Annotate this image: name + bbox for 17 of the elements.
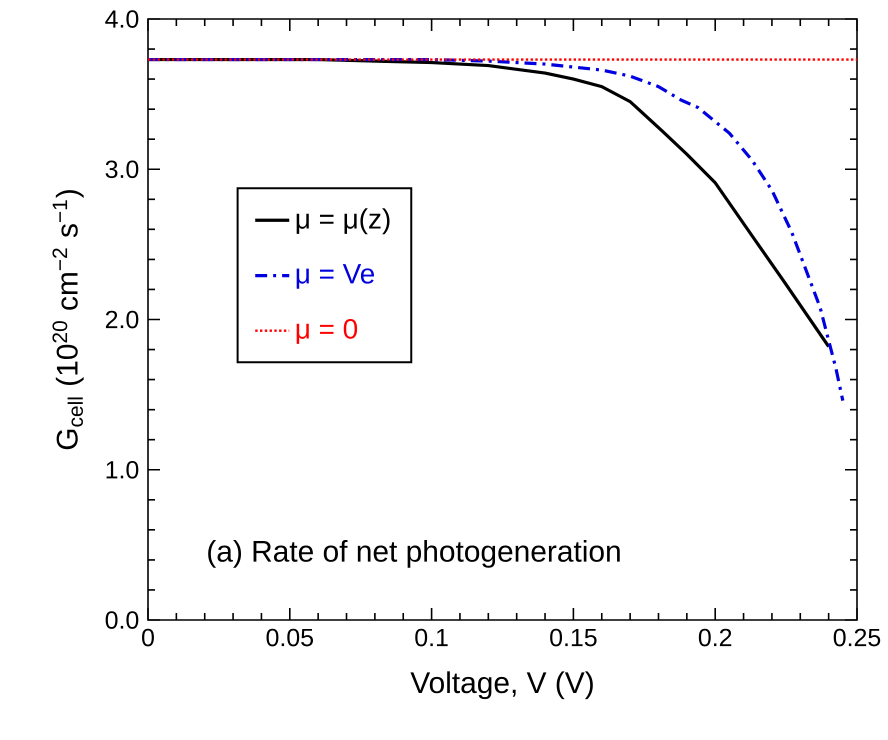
- x-tick-label: 0.25: [834, 628, 880, 646]
- x-tick-label: 0.2: [698, 628, 732, 646]
- x-tick-label: 0.1: [415, 628, 448, 646]
- y-tick-label: 2.0: [106, 310, 138, 328]
- x-tick-label: 0.05: [266, 628, 313, 646]
- text: G$_{cell}$ (10$^{20}$ cm$^{−2}$ s$^{−1}$): [52, 190, 84, 450]
- legend-label: μ = 0: [296, 319, 358, 344]
- x-tick-label: 0: [142, 628, 154, 646]
- y-tick-label: 4.0: [105, 10, 138, 28]
- legend-label: μ = μ(z): [296, 208, 390, 234]
- y-tick-label: 3.0: [106, 160, 138, 178]
- x-axis-title: Voltage, V (V): [410, 671, 593, 700]
- y-tick-label: 1.0: [106, 460, 138, 479]
- annotation: (a) Rate of net photogeneration: [208, 540, 620, 568]
- legend-label: μ = Ve: [296, 264, 374, 289]
- x-tick-label: 0.15: [550, 628, 597, 646]
- y-tick-label: 0.0: [106, 611, 138, 629]
